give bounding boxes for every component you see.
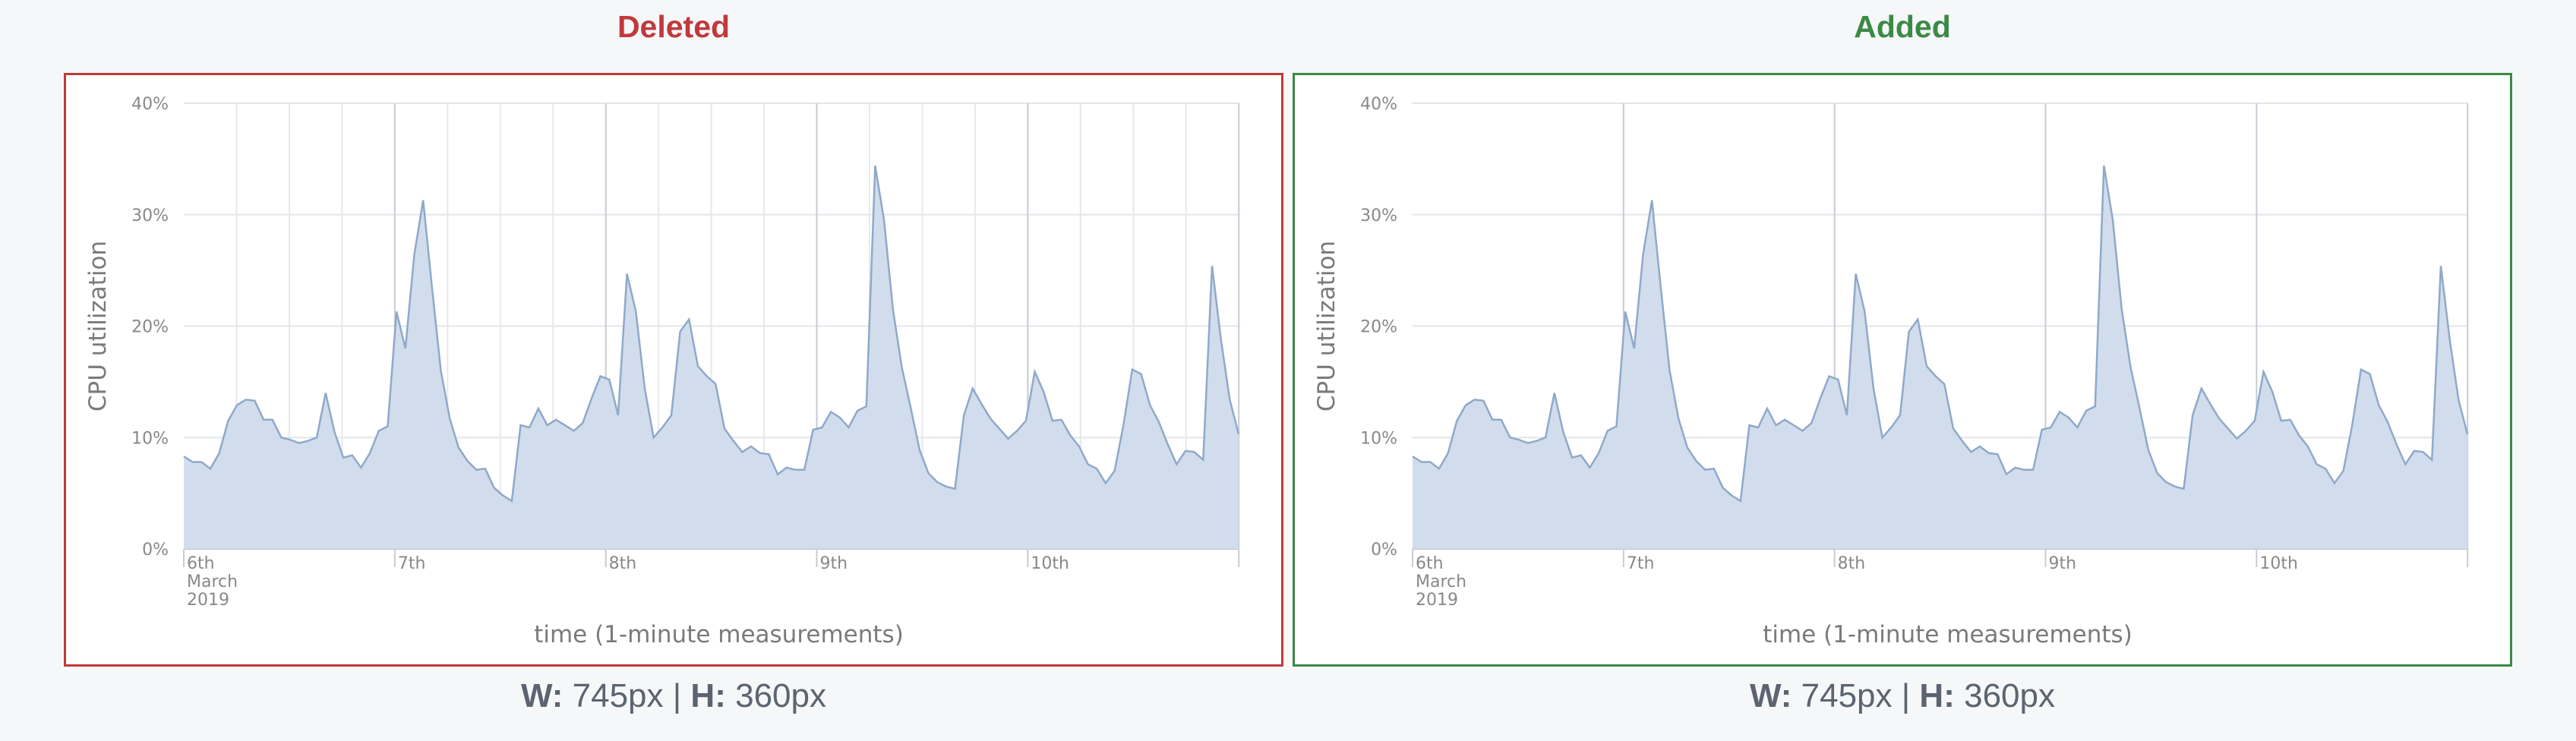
y-tick-label: 0% <box>142 541 169 560</box>
y-axis-label: CPU utilization <box>1313 241 1340 411</box>
y-tick-label: 20% <box>131 318 169 337</box>
dimensions-deleted: W: 745px | H: 360px <box>64 677 1283 715</box>
x-tick-label: 9th <box>820 554 848 573</box>
x-tick-sublabel: 2019 <box>1416 591 1458 610</box>
y-tick-label: 20% <box>1360 318 1397 337</box>
width-value: 745px <box>572 677 664 714</box>
y-tick-label: 10% <box>131 429 169 448</box>
height-value: 360px <box>1964 677 2055 714</box>
x-axis-label: time (1-minute measurements) <box>534 621 904 648</box>
dims-separator: | <box>1901 677 1911 714</box>
x-tick-sublabel: March <box>1416 572 1466 591</box>
panel-title-deleted: Deleted <box>617 9 731 44</box>
y-tick-label: 0% <box>1371 541 1397 560</box>
x-tick-sublabel: March <box>187 572 238 591</box>
x-tick-label: 10th <box>2259 554 2298 573</box>
x-tick-label: 7th <box>398 554 426 573</box>
x-axis-label: time (1-minute measurements) <box>1763 621 2132 648</box>
width-label: W: <box>1750 677 1792 714</box>
width-label: W: <box>521 677 564 714</box>
x-tick-sublabel: 2019 <box>187 591 229 610</box>
y-axis-label: CPU utilization <box>84 241 112 411</box>
height-value: 360px <box>735 677 826 714</box>
chart-panel-added: 0% 10% 20% 30% 40% 6th March 2019 7th 8th 9th 10th t… <box>1293 73 2512 667</box>
dims-separator: | <box>672 677 682 714</box>
cpu-area <box>184 166 1239 549</box>
cpu-line <box>183 165 1240 503</box>
cpu-line <box>1412 165 2469 503</box>
height-label: H: <box>690 677 726 714</box>
x-tick-label: 6th <box>187 554 215 573</box>
cpu-area <box>1413 166 2467 549</box>
y-tick-label: 30% <box>131 207 169 225</box>
y-tick-label: 40% <box>1360 95 1397 114</box>
x-tick-label: 6th <box>1416 554 1444 573</box>
width-value: 745px <box>1801 677 1893 714</box>
y-tick-label: 30% <box>1360 207 1397 225</box>
y-tick-label: 40% <box>131 95 169 114</box>
height-label: H: <box>1919 677 1955 714</box>
x-tick-label: 9th <box>2049 554 2077 573</box>
x-tick-label: 7th <box>1627 554 1655 573</box>
x-tick-label: 10th <box>1031 554 1069 573</box>
x-tick-label: 8th <box>1838 554 1866 573</box>
dimensions-added: W: 745px | H: 360px <box>1293 677 2512 715</box>
y-tick-label: 10% <box>1360 429 1397 448</box>
panel-title-added: Added <box>1854 9 1951 44</box>
chart-panel-deleted: 0% 10% 20% 30% 40% 6th March 2019 7th 8th 9th 10th t… <box>64 73 1283 667</box>
x-tick-label: 8th <box>609 554 637 573</box>
